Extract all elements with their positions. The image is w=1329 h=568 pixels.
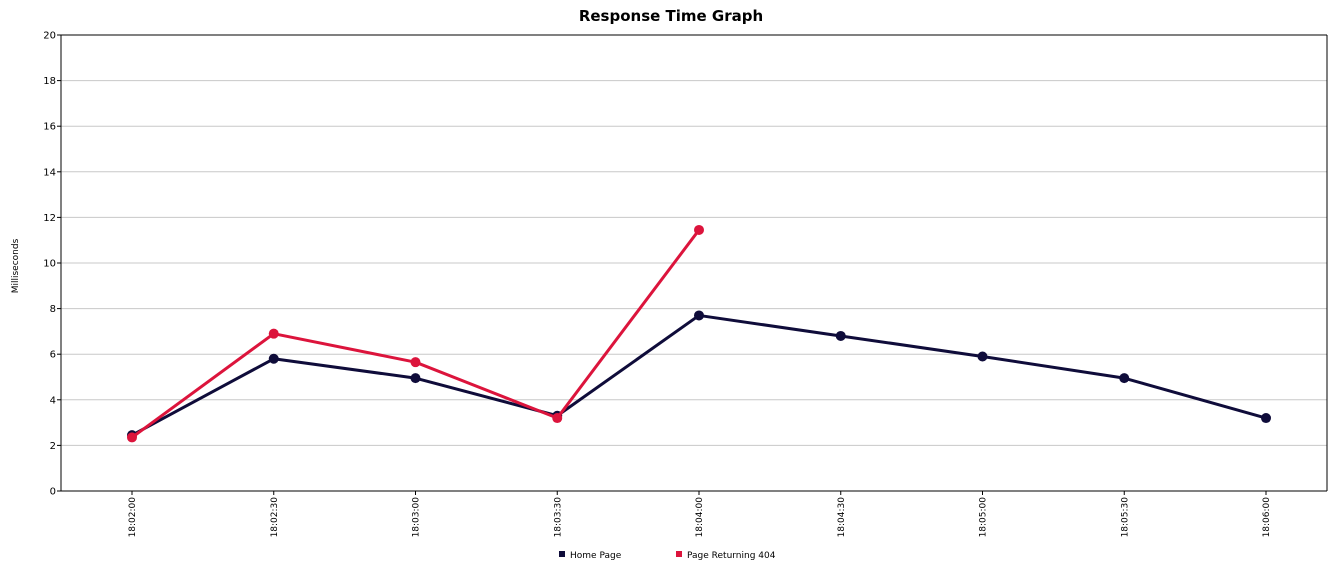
x-tick-label: 18:03:30 [553,497,563,538]
x-tick-label: 18:02:30 [270,497,280,538]
y-tick-label: 10 [43,259,56,270]
data-point [268,328,279,339]
data-point [694,310,704,321]
data-point [977,351,988,362]
data-point [268,353,279,364]
axes: 0 2 4 6 8 10 12 14 16 18 20 18:02:00 18:02:30 18:03:0… [43,31,1328,538]
y-tick-label: 16 [43,122,56,133]
y-axis-label: Milliseconds [11,238,21,293]
series-0 [127,310,1271,441]
series-1 [127,224,704,443]
x-tick-label: 18:06:00 [1262,497,1272,538]
y-tick-label: 8 [50,304,56,315]
series-layer [127,224,1271,443]
chart-title: Response Time Graph [579,7,763,25]
x-tick-label: 18:03:00 [412,497,422,538]
legend-label: Page Returning 404 [687,551,776,561]
y-tick-label: 4 [50,395,56,406]
y-tick-label: 20 [43,31,56,42]
data-point [552,413,563,424]
legend: Home Page Page Returning 404 [559,551,776,561]
grid-lines [61,80,1327,446]
x-tick-label: 18:05:30 [1120,497,1130,538]
x-tick-label: 18:04:30 [837,497,847,538]
x-tick-label: 18:05:00 [979,497,989,538]
y-tick-label: 2 [50,441,56,452]
data-point [694,224,704,235]
series-line [131,229,701,439]
data-point [410,373,421,384]
y-tick-label: 6 [50,350,56,361]
y-tick-label: 14 [43,167,56,178]
legend-swatch [559,551,565,557]
data-point [410,357,421,368]
y-tick-label: 18 [43,76,56,87]
legend-label: Home Page [570,551,622,561]
series-line [131,313,1267,437]
legend-swatch [676,551,682,557]
data-point [835,330,846,341]
data-point [1119,373,1130,384]
data-point [127,432,137,443]
y-tick-label: 12 [43,213,56,224]
x-tick-label: 18:04:00 [695,497,705,538]
y-tick-label: 0 [50,487,56,498]
data-point [1261,413,1271,424]
x-tick-label: 18:02:00 [128,497,138,538]
